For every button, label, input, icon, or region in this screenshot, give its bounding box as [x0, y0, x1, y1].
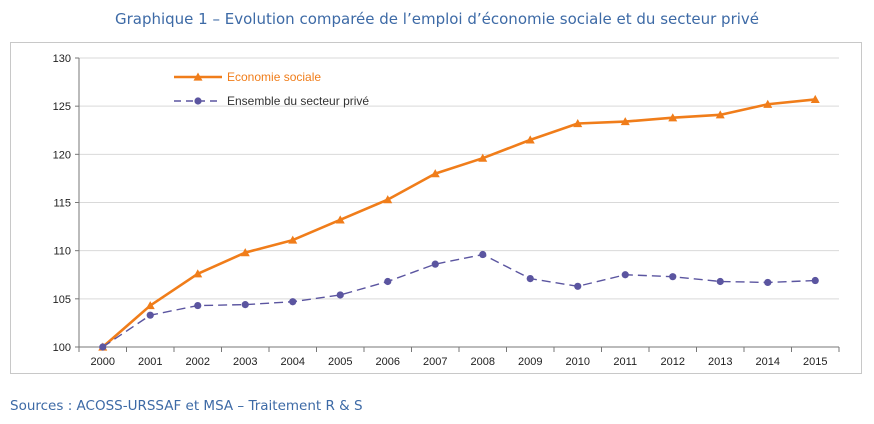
data-point [715, 110, 725, 119]
data-point [146, 311, 154, 319]
series-layer [98, 94, 820, 351]
y-tick-label: 105 [53, 294, 71, 306]
x-tick-label: 2014 [756, 356, 780, 368]
data-point [574, 282, 582, 290]
data-point [384, 277, 392, 286]
axes [78, 58, 839, 348]
data-point [573, 119, 583, 128]
legend-label: Ensemble du secteur privé [227, 94, 369, 108]
x-tick-label: 2009 [518, 356, 542, 368]
y-tick-label: 110 [53, 246, 71, 258]
data-point [431, 260, 439, 268]
x-tick-label: 2006 [376, 356, 400, 368]
y-tick-label: 125 [53, 101, 71, 113]
chart-title: Graphique 1 – Evolution comparée de l’em… [114, 10, 760, 28]
data-point [669, 273, 677, 281]
x-tick-label: 2010 [566, 356, 590, 368]
data-point [240, 248, 250, 257]
x-tick-label: 2004 [281, 356, 305, 368]
data-point [810, 94, 820, 104]
data-point [763, 99, 773, 108]
data-point [621, 271, 629, 279]
data-point [479, 250, 487, 259]
data-point [620, 117, 630, 126]
y-axis-ticks: 100 105 110 115 120 125 130 [53, 53, 79, 354]
grid-lines [79, 57, 839, 300]
data-point [336, 291, 344, 299]
data-point [764, 278, 772, 287]
source-note: Sources : ACOSS-URSSAF et MSA – Traiteme… [10, 398, 363, 414]
x-tick-label: 2002 [186, 356, 210, 368]
data-point [811, 276, 819, 285]
legend-label: Economie sociale [227, 70, 321, 84]
data-point [383, 195, 393, 204]
x-tick-label: 2015 [803, 356, 827, 368]
legend: Economie sociale Ensemble du secteur priv… [174, 70, 369, 108]
data-point [241, 301, 249, 309]
data-point [430, 169, 440, 178]
x-tick-label: 2013 [708, 356, 732, 368]
x-tick-label: 2003 [233, 356, 257, 368]
data-point [525, 135, 535, 144]
series-line [101, 98, 816, 348]
x-tick-label: 2001 [138, 356, 162, 368]
y-tick-label: 130 [53, 53, 71, 65]
series-line [102, 253, 816, 348]
x-tick-label: 2000 [91, 356, 115, 368]
data-point [99, 343, 107, 351]
x-tick-label: 2008 [471, 356, 495, 368]
legend-marker [193, 72, 203, 81]
data-point [289, 298, 297, 306]
data-point [145, 301, 155, 310]
x-tick-label: 2011 [613, 356, 637, 368]
x-tick-label: 2007 [423, 356, 447, 368]
data-point [194, 301, 202, 310]
legend-marker [194, 97, 202, 105]
data-point [526, 275, 534, 283]
x-tick-label: 2012 [661, 356, 685, 368]
y-tick-label: 100 [53, 342, 71, 354]
data-point [335, 215, 345, 224]
data-point [288, 235, 298, 244]
x-axis-ticks: 2000 2001 2002 2003 2004 2005 2006 2007 2008 2009… [78, 347, 840, 368]
series-2 [99, 250, 819, 351]
data-point [478, 153, 488, 162]
chart-frame: 100 105 110 115 120 125 130 2000 2001 2002 2003 20… [10, 42, 862, 374]
y-tick-label: 115 [53, 198, 71, 210]
x-tick-label: 2005 [328, 356, 352, 368]
y-tick-label: 120 [53, 149, 71, 161]
data-point [716, 277, 724, 286]
data-point [193, 269, 203, 278]
series-1 [98, 94, 820, 351]
data-point [668, 113, 678, 122]
